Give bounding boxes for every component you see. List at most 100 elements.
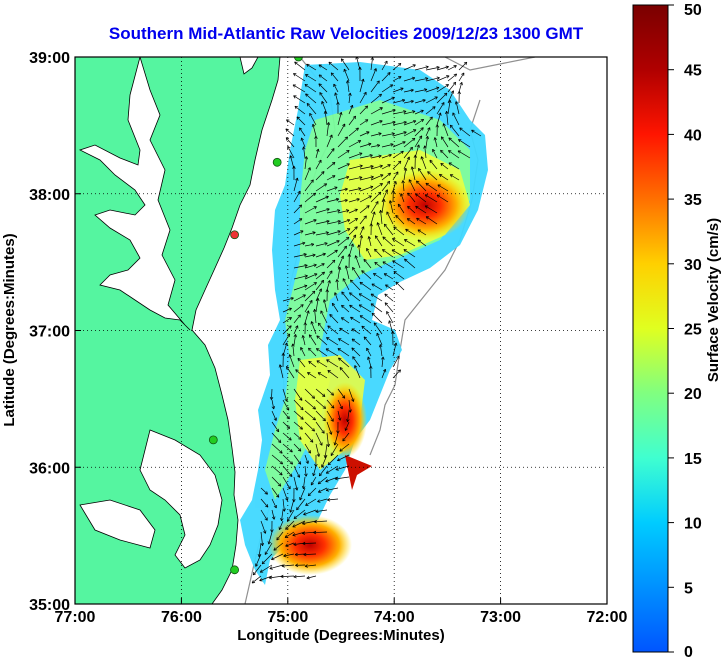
velocity-arrow [317,372,328,379]
velocity-arrowhead [273,504,277,509]
velocity-arrow [370,201,379,214]
map-title: Southern Mid-Atlantic Raw Velocities 200… [108,24,584,43]
velocity-arrowhead [427,171,431,175]
velocity-arrowhead [376,80,380,84]
velocity-arrowhead [284,398,288,402]
velocity-arrowhead [416,144,420,148]
velocity-arrowhead [317,499,321,503]
velocity-arrow [324,111,328,126]
velocity-arrowhead [369,154,373,158]
velocity-arrowhead [388,200,393,204]
velocity-arrow [282,388,288,402]
velocity-arrowhead [283,553,287,558]
velocity-arrow [334,292,339,302]
velocity-arrowhead [289,509,293,513]
velocity-arrow [354,365,361,379]
velocity-arrowhead [424,205,429,209]
velocity-arrowhead [397,160,402,165]
velocity-arrow [293,190,301,203]
velocity-arrow [424,205,438,214]
velocity-arrowhead [309,439,314,443]
velocity-arrowhead [432,148,436,153]
velocity-arrowhead [376,332,380,337]
velocity-arrow [363,258,372,269]
velocity-arrowhead [388,320,392,324]
velocity-arrowhead [273,417,277,421]
velocity-arrowhead [372,211,376,215]
velocity-arrow [301,137,306,148]
velocity-arrowhead [457,91,461,95]
velocity-arrowhead [302,146,306,150]
velocity-arrow [251,575,262,584]
velocity-arrow [392,150,404,159]
velocity-arrowhead [289,449,293,453]
velocity-arrowhead [251,580,256,584]
velocity-arrowhead [411,137,416,142]
velocity-arrowhead [277,483,282,487]
velocity-arrow [304,273,318,280]
velocity-arrow [330,443,339,456]
velocity-arrow [330,72,339,82]
velocity-arrowhead [286,425,291,429]
velocity-arrowhead [429,116,433,120]
velocity-arrow [293,399,304,411]
velocity-arrow [405,228,416,236]
velocity-arrow [315,432,323,446]
y-tick-label: 37:00 [29,324,70,341]
velocity-arrowhead [435,124,439,128]
velocity-arrow [285,520,295,530]
velocity-arrowhead [416,217,420,222]
velocity-arrow [337,410,341,421]
velocity-arrow [403,168,407,181]
velocity-arrow [345,421,350,431]
velocity-arrowhead [328,61,332,66]
velocity-arrowhead [322,252,326,257]
velocity-arrow [436,92,448,104]
velocity-arrow [458,61,468,71]
colorbar-tick-label: 45 [684,63,702,80]
velocity-arrow [381,60,388,71]
velocity-arrow [293,177,298,192]
velocity-arrowhead [336,101,340,105]
velocity-arrowhead [366,247,370,252]
velocity-arrowhead [294,552,298,557]
velocity-arrow [327,498,339,501]
velocity-arrowhead [300,416,304,420]
velocity-arrowhead [352,234,357,238]
velocity-arrow [436,112,441,126]
velocity-arrow [425,136,429,148]
velocity-arrow [383,223,394,236]
velocity-arrow [317,476,328,485]
velocity-arrowhead [339,112,343,116]
velocity-arrowhead [295,325,299,329]
velocity-arrow [383,273,394,280]
velocity-arrowhead [358,293,363,297]
velocity-arrow [297,357,306,368]
velocity-arrow [342,432,350,442]
velocity-arrowhead [395,214,399,219]
velocity-arrow [348,92,351,104]
velocity-arrow [326,337,339,346]
velocity-arrowhead [413,129,417,133]
velocity-arrow [293,325,299,335]
velocity-arrowhead [352,356,356,360]
velocity-arrowhead [374,261,378,266]
velocity-arrowhead [364,119,369,123]
velocity-arrowhead [261,560,266,565]
velocity-arrowhead [316,360,320,364]
x-tick-label: 72:00 [587,609,628,626]
velocity-arrow [293,432,302,440]
velocity-arrow [315,298,319,313]
velocity-arrowhead [316,453,321,457]
velocity-arrowhead [357,244,361,248]
velocity-arrow [271,553,284,560]
velocity-arrowhead [448,150,452,154]
velocity-arrow [282,333,291,346]
velocity-arrow [293,304,304,313]
velocity-arrowhead [288,354,292,358]
velocity-arrow [370,80,380,93]
velocity-arrowhead [406,156,410,160]
velocity-arrow [384,293,394,302]
velocity-arrowhead [418,168,422,172]
